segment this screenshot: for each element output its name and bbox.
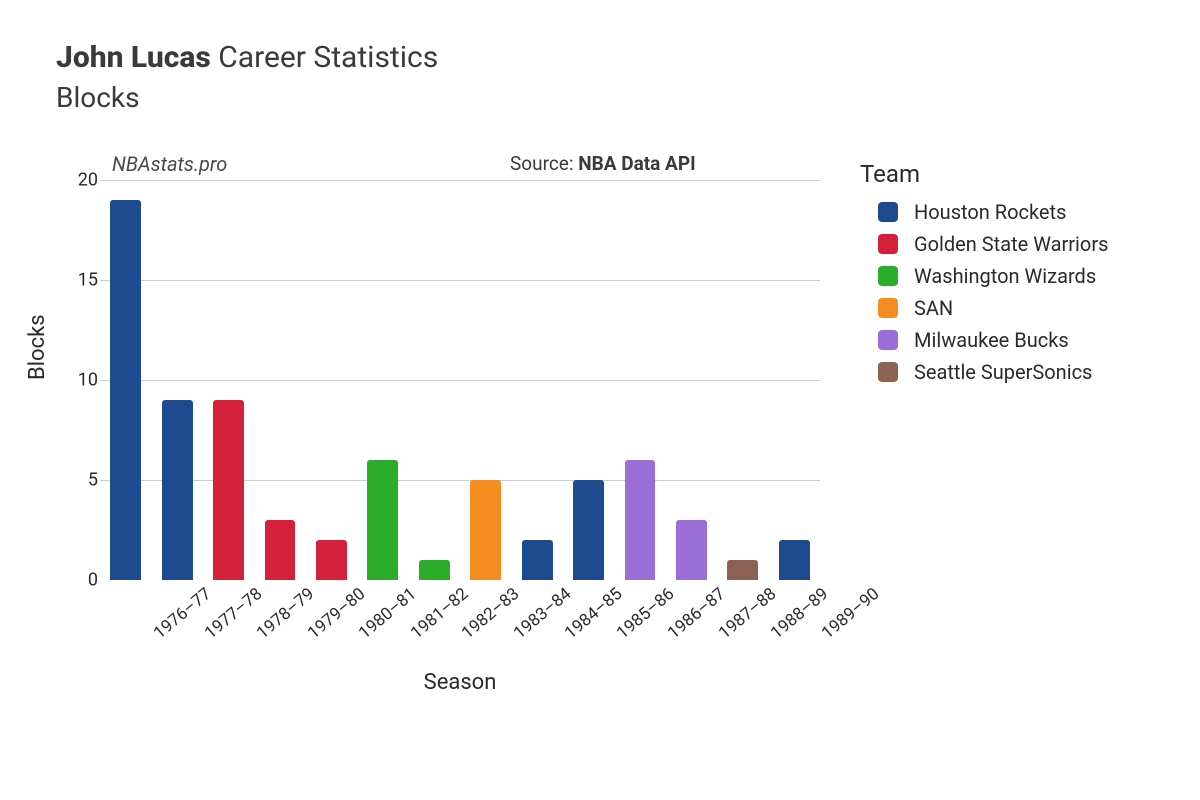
legend-swatch xyxy=(878,298,898,318)
x-tick-label: 1987–88 xyxy=(715,584,780,643)
legend-item: Milwaukee Bucks xyxy=(860,328,1180,352)
bar-slot xyxy=(151,180,202,580)
x-axis-ticks: 1976–771977–781978–791979–801980–811981–… xyxy=(100,584,820,664)
legend-item: Houston Rockets xyxy=(860,200,1180,224)
y-tick-label: 0 xyxy=(58,570,98,591)
plot-area xyxy=(100,180,820,580)
title-suffix: Career Statistics xyxy=(218,40,438,75)
x-tick-label: 1980–81 xyxy=(355,584,420,643)
x-tick-label: 1988–89 xyxy=(767,584,832,643)
x-tick-label: 1976–77 xyxy=(150,584,215,643)
bar-slot xyxy=(357,180,408,580)
bars xyxy=(100,180,820,580)
legend-swatch xyxy=(878,266,898,286)
bar xyxy=(367,460,398,580)
legend-swatch xyxy=(878,202,898,222)
legend-label: Seattle SuperSonics xyxy=(914,360,1092,384)
bar-slot xyxy=(306,180,357,580)
bar-slot xyxy=(666,180,717,580)
bar xyxy=(676,520,707,580)
bar-slot xyxy=(717,180,768,580)
source-prefix: Source: xyxy=(510,152,578,175)
chart-container: John Lucas Career Statistics Blocks NBAs… xyxy=(0,0,1200,800)
x-tick-label: 1977–78 xyxy=(201,584,266,643)
bar xyxy=(213,400,244,580)
bar-slot xyxy=(100,180,151,580)
legend-item: Washington Wizards xyxy=(860,264,1180,288)
bar xyxy=(727,560,758,580)
bar-slot xyxy=(409,180,460,580)
bar xyxy=(316,540,347,580)
legend-item: Golden State Warriors xyxy=(860,232,1180,256)
legend-label: Houston Rockets xyxy=(914,200,1066,224)
chart-title: John Lucas Career Statistics xyxy=(56,40,1200,75)
bar-slot xyxy=(203,180,254,580)
legend: Team Houston Rockets Golden State Warrior… xyxy=(860,160,1180,392)
legend-label: Washington Wizards xyxy=(914,264,1096,288)
legend-item: SAN xyxy=(860,296,1180,320)
legend-swatch xyxy=(878,330,898,350)
bar xyxy=(779,540,810,580)
bar xyxy=(265,520,296,580)
legend-label: Milwaukee Bucks xyxy=(914,328,1069,352)
x-tick-label: 1989–90 xyxy=(818,584,883,643)
legend-item: Seattle SuperSonics xyxy=(860,360,1180,384)
y-tick-label: 10 xyxy=(58,370,98,391)
bar-slot xyxy=(511,180,562,580)
x-tick-label: 1985–86 xyxy=(613,584,678,643)
y-tick-label: 15 xyxy=(58,270,98,291)
legend-items: Houston Rockets Golden State Warriors Wash… xyxy=(860,200,1180,384)
x-tick-label: 1981–82 xyxy=(407,584,472,643)
bar-slot xyxy=(563,180,614,580)
bar xyxy=(110,200,141,580)
player-name: John Lucas xyxy=(56,40,211,75)
chart-subtitle: Blocks xyxy=(56,81,1200,114)
legend-swatch xyxy=(878,234,898,254)
bar-slot xyxy=(768,180,819,580)
x-tick-label: 1984–85 xyxy=(561,584,626,643)
bar xyxy=(470,480,501,580)
legend-title: Team xyxy=(860,160,1180,188)
legend-label: Golden State Warriors xyxy=(914,232,1108,256)
x-tick-label: 1983–84 xyxy=(510,584,575,643)
bar xyxy=(419,560,450,580)
x-tick-label: 1978–79 xyxy=(253,584,318,643)
x-axis-label: Season xyxy=(100,670,820,695)
y-axis-ticks: 05101520 xyxy=(58,180,98,580)
bar xyxy=(162,400,193,580)
bar xyxy=(522,540,553,580)
y-axis-label: Blocks xyxy=(25,314,50,380)
watermark: NBAstats.pro xyxy=(112,152,227,176)
bar-slot xyxy=(614,180,665,580)
y-tick-label: 5 xyxy=(58,470,98,491)
bar xyxy=(625,460,656,580)
bar-slot xyxy=(460,180,511,580)
bar-slot xyxy=(254,180,305,580)
source-name: NBA Data API xyxy=(578,152,695,175)
source-attribution: Source: NBA Data API xyxy=(510,152,696,175)
legend-label: SAN xyxy=(914,296,953,320)
x-tick-label: 1982–83 xyxy=(458,584,523,643)
bar xyxy=(573,480,604,580)
y-tick-label: 20 xyxy=(58,170,98,191)
legend-swatch xyxy=(878,362,898,382)
